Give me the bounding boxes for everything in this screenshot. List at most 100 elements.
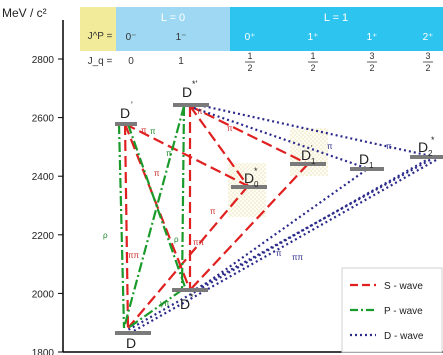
- col-jq-5: 3 2: [423, 51, 433, 73]
- tl-9: π: [227, 124, 233, 133]
- col-jp-4: 1⁺: [367, 32, 378, 43]
- svg-text:*: *: [190, 292, 194, 302]
- s-d1p-dstar: [189, 163, 309, 291]
- tl-11: π: [386, 142, 392, 151]
- tl-12: π: [276, 249, 282, 258]
- tl-7: ρ: [174, 235, 179, 244]
- svg-text:0: 0: [254, 180, 259, 189]
- energy-levels: [115, 103, 443, 335]
- tl-13: ππ: [292, 253, 304, 262]
- tl-4: ππ: [193, 238, 205, 247]
- level-dstarp: [173, 103, 209, 107]
- svg-text:1: 1: [247, 51, 252, 61]
- svg-text:D: D: [120, 105, 130, 121]
- label-d0star: D 0 *: [244, 166, 259, 189]
- svg-text:*: *: [254, 166, 258, 176]
- legend-item-dwave: D - wave: [350, 331, 424, 342]
- tl-14: π: [154, 169, 160, 178]
- svg-text:D: D: [418, 139, 428, 155]
- col-jp-0: 0⁻: [126, 32, 137, 43]
- svg-text:1: 1: [310, 51, 315, 61]
- svg-text:D: D: [126, 335, 136, 351]
- svg-text:2: 2: [247, 63, 252, 73]
- level-dstar: [172, 288, 208, 292]
- svg-text:2: 2: [425, 63, 430, 73]
- svg-text:2: 2: [428, 149, 433, 158]
- legend: S - wave P - wave D - wave: [341, 267, 443, 353]
- tl-10: π: [327, 142, 333, 151]
- y-tick-label: 1800: [32, 348, 55, 355]
- svg-text:S - wave: S - wave: [384, 281, 423, 292]
- svg-text:D: D: [301, 147, 311, 163]
- s-dprime-d0star: [124, 123, 249, 187]
- label-d: D: [126, 335, 136, 351]
- tl-6: ππ: [128, 251, 140, 260]
- tl-3: π: [197, 107, 203, 116]
- legend-item-pwave: P - wave: [350, 306, 423, 317]
- transitions: [117, 102, 441, 333]
- tl-0: π: [141, 126, 147, 135]
- col-jp-2: 0⁺: [245, 32, 256, 43]
- svg-text:3: 3: [425, 51, 430, 61]
- y-tick-label: 2800: [32, 55, 55, 66]
- tl-15: π: [210, 207, 216, 216]
- y-tick-label: 2600: [32, 114, 55, 125]
- state-labels: D D * D ' D *' D 0 * D 1 ' D 1 D 2: [120, 79, 435, 351]
- col-jp-5: 2⁺: [423, 32, 434, 43]
- d-dstarp-d2star: [193, 102, 441, 160]
- label-d1: D 1: [359, 151, 374, 170]
- level-d1prime: [290, 162, 326, 166]
- label-d2star: D 2 *: [418, 135, 435, 158]
- p-dstar-d: [127, 289, 183, 329]
- level-d0star: [231, 185, 267, 189]
- tl-8: γπ: [160, 299, 170, 308]
- axis-unit: MeV / c²: [2, 6, 47, 20]
- svg-text:P - wave: P - wave: [384, 306, 423, 317]
- p-wave-lines: [117, 105, 188, 329]
- p-dstarp-dstar: [180, 105, 186, 291]
- svg-text:3: 3: [369, 51, 374, 61]
- tl-1: π: [150, 127, 156, 136]
- svg-text:1: 1: [311, 157, 316, 166]
- col-jq-0: 0: [128, 56, 134, 67]
- label-dstar: D *: [180, 292, 194, 312]
- svg-text:': ': [131, 100, 133, 110]
- col-jq-2: 1 2: [245, 51, 255, 73]
- col-jq-4: 3 2: [367, 51, 377, 73]
- s-d0star-d: [127, 185, 249, 329]
- svg-text:D - wave: D - wave: [384, 331, 424, 342]
- svg-text:D: D: [180, 296, 190, 312]
- svg-text:*: *: [431, 135, 435, 145]
- quantum-number-header: J^P = J_q = L = 0 L = 1 0⁻ 1⁻ 0⁺ 1⁺ 1⁺ 2…: [80, 7, 443, 73]
- jp-label: J^P =: [88, 31, 113, 42]
- svg-text:': ': [311, 144, 313, 153]
- y-tick-label: 2400: [32, 172, 55, 183]
- col-jp-1: 1⁻: [176, 32, 187, 43]
- svg-text:D: D: [359, 151, 369, 167]
- s-dstarp-d0star: [189, 105, 249, 187]
- svg-text:D: D: [244, 170, 254, 186]
- d-d1-dstar: [193, 169, 367, 293]
- svg-text:D: D: [182, 84, 192, 100]
- glow-d0star: [228, 163, 266, 217]
- col-jq-1: 1: [178, 56, 184, 67]
- p-dprime-dstar: [126, 123, 188, 291]
- y-tick-label: 2000: [32, 289, 55, 300]
- header-label-cell: [80, 7, 116, 51]
- legend-box: [341, 267, 443, 353]
- col-jq-3: 1 2: [308, 51, 318, 73]
- group-l1: L = 1: [324, 12, 348, 24]
- tl-5: ρ: [103, 231, 108, 240]
- col-jp-3: 1⁺: [308, 32, 319, 43]
- d-dstarp-d1: [193, 106, 367, 170]
- header-l1-band: [230, 7, 443, 51]
- svg-text:2: 2: [310, 63, 315, 73]
- label-dstarp: D *': [182, 79, 198, 100]
- y-tick-label: 2200: [32, 231, 55, 242]
- level-d2star: [410, 155, 443, 159]
- header-l0-band: [116, 7, 230, 51]
- s-wave-lines: [123, 105, 309, 329]
- svg-text:1: 1: [369, 161, 374, 170]
